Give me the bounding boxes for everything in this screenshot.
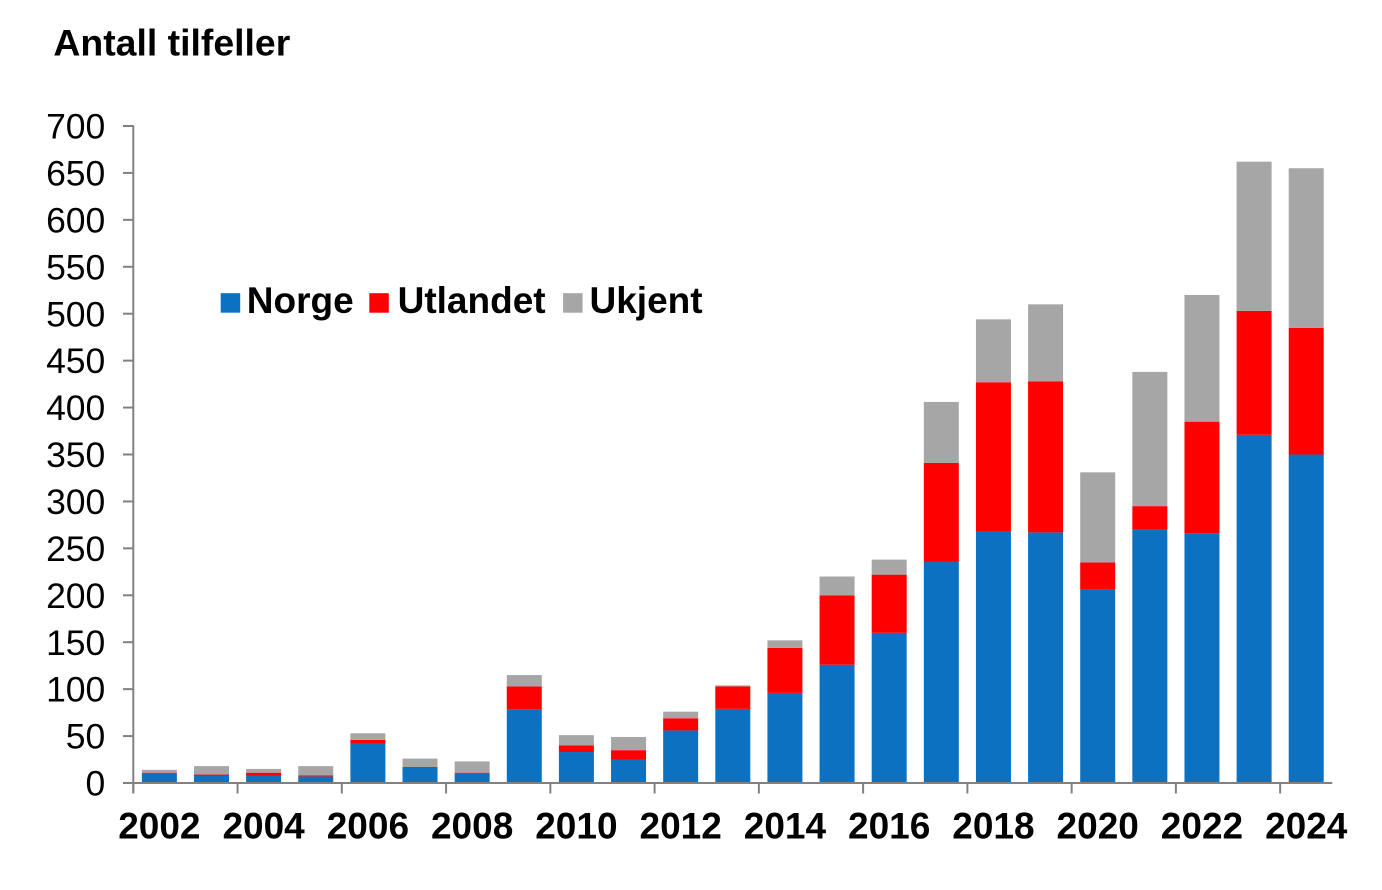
svg-text:50: 50	[66, 717, 106, 757]
svg-text:200: 200	[46, 576, 105, 616]
svg-text:2022: 2022	[1161, 805, 1243, 846]
svg-text:250: 250	[46, 529, 105, 569]
svg-text:2002: 2002	[118, 805, 200, 846]
svg-text:400: 400	[46, 388, 105, 428]
svg-text:600: 600	[46, 200, 105, 240]
svg-text:2018: 2018	[952, 805, 1034, 846]
svg-text:350: 350	[46, 435, 105, 475]
svg-text:700: 700	[46, 107, 105, 147]
svg-text:2010: 2010	[535, 805, 617, 846]
svg-text:2006: 2006	[327, 805, 409, 846]
svg-text:Utlandet: Utlandet	[398, 280, 546, 321]
svg-text:Ukjent: Ukjent	[590, 280, 703, 321]
svg-text:300: 300	[46, 482, 105, 522]
svg-text:2020: 2020	[1057, 805, 1139, 846]
svg-text:550: 550	[46, 247, 105, 287]
svg-text:500: 500	[46, 294, 105, 334]
svg-text:Norge: Norge	[247, 280, 354, 321]
svg-text:2008: 2008	[431, 805, 513, 846]
svg-text:2004: 2004	[222, 805, 305, 846]
svg-text:2016: 2016	[848, 805, 930, 846]
svg-text:0: 0	[86, 764, 106, 804]
svg-text:150: 150	[46, 623, 105, 663]
svg-text:2014: 2014	[744, 805, 827, 846]
svg-text:650: 650	[46, 154, 105, 194]
svg-text:2024: 2024	[1265, 805, 1348, 846]
svg-text:100: 100	[46, 670, 105, 710]
svg-text:2012: 2012	[640, 805, 722, 846]
svg-text:450: 450	[46, 341, 105, 381]
svg-text:Antall tilfeller: Antall tilfeller	[53, 21, 290, 63]
